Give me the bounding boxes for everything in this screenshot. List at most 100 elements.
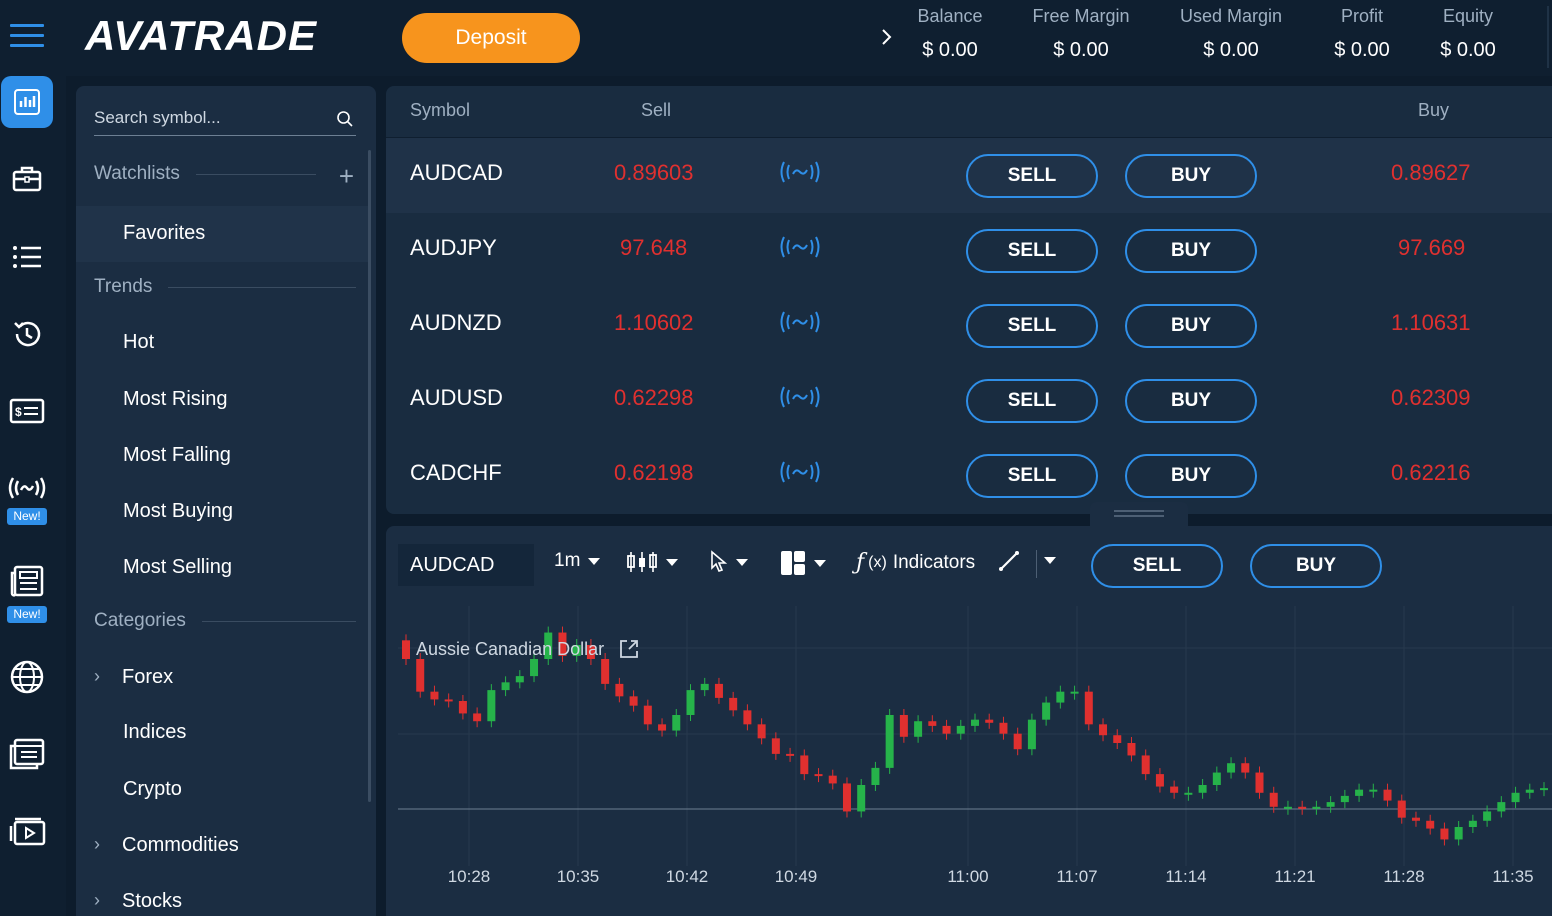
chevron-right-icon[interactable] <box>876 27 896 47</box>
profit-metric: Profit $ 0.00 <box>1326 6 1398 62</box>
list-icon[interactable] <box>0 230 54 284</box>
news-icon[interactable] <box>0 554 54 608</box>
video-icon[interactable] <box>0 805 54 859</box>
signal-icon[interactable] <box>779 385 821 409</box>
table-row[interactable]: AUDJPY 97.648 SELL BUY 97.669 <box>386 213 1552 288</box>
list-item-crypto[interactable]: Crypto <box>123 778 182 800</box>
equity-metric: Equity $ 0.00 <box>1432 6 1504 62</box>
chat-icon[interactable] <box>0 886 54 916</box>
indicators-button[interactable]: ƒ (x) Indicators <box>856 550 975 575</box>
sell-button[interactable]: SELL <box>966 304 1098 348</box>
buy-price: 0.89627 <box>1391 160 1471 185</box>
candle-body <box>1340 795 1349 803</box>
buy-button[interactable]: BUY <box>1125 304 1257 348</box>
sell-button[interactable]: SELL <box>966 379 1098 423</box>
chart-icon[interactable] <box>1 76 53 128</box>
list-item-hot[interactable]: Hot <box>123 331 155 353</box>
candle-body <box>1241 763 1250 773</box>
history-icon[interactable] <box>0 307 54 361</box>
table-row[interactable]: AUDUSD 0.62298 SELL BUY 0.62309 <box>386 363 1552 438</box>
candle-body <box>1540 788 1548 791</box>
candle-body <box>1170 786 1179 793</box>
candle-body <box>842 783 851 812</box>
list-item-stocks[interactable]: Stocks <box>122 890 183 912</box>
add-watchlist-icon[interactable]: + <box>338 161 354 191</box>
chevron-right-icon[interactable]: › <box>94 834 100 854</box>
candle-body <box>828 775 837 784</box>
sell-price: 0.62298 <box>614 385 694 410</box>
resize-handle[interactable] <box>1090 502 1188 526</box>
list-item-indices[interactable]: Indices <box>123 721 187 743</box>
buy-button[interactable]: BUY <box>1125 454 1257 498</box>
list-item-most-buying[interactable]: Most Buying <box>123 500 234 522</box>
chevron-right-icon[interactable]: › <box>94 666 100 686</box>
candle-body <box>1454 827 1463 840</box>
chart-sell-button[interactable]: SELL <box>1091 544 1223 588</box>
list-item-forex[interactable]: Forex <box>122 666 174 688</box>
list-item-most-falling[interactable]: Most Falling <box>123 444 231 466</box>
candle-body <box>1525 789 1534 793</box>
x-tick-label: 11:07 <box>1056 867 1097 886</box>
external-link-icon[interactable] <box>618 638 640 660</box>
used-margin-value: $ 0.00 <box>1203 39 1259 61</box>
search-input[interactable] <box>94 104 324 132</box>
layout-dropdown[interactable] <box>780 550 826 576</box>
buy-button[interactable]: BUY <box>1125 154 1257 198</box>
candle-body <box>1027 719 1036 750</box>
buy-button[interactable]: BUY <box>1125 379 1257 423</box>
buy-price: 0.62309 <box>1391 385 1471 410</box>
list-item-favorites[interactable]: Favorites <box>76 206 368 262</box>
signal-icon[interactable] <box>779 310 821 334</box>
column-symbol[interactable]: Symbol <box>410 100 471 120</box>
list-item-commodities[interactable]: Commodities <box>122 834 239 856</box>
panel-scrollbar[interactable] <box>368 150 371 802</box>
signal-icon[interactable] <box>779 160 821 184</box>
chart-type-dropdown[interactable] <box>626 550 678 574</box>
svg-text:$: $ <box>15 405 22 419</box>
column-sell[interactable]: Sell <box>641 100 672 120</box>
sell-button[interactable]: SELL <box>966 154 1098 198</box>
list-item-most-rising[interactable]: Most Rising <box>123 388 228 410</box>
sell-button[interactable]: SELL <box>966 454 1098 498</box>
deposit-button[interactable]: Deposit <box>402 13 580 63</box>
left-rail: $ New! New! <box>0 76 66 916</box>
drawing-tool-button[interactable] <box>998 550 1020 572</box>
sell-button[interactable]: SELL <box>966 229 1098 273</box>
browser-icon[interactable] <box>0 727 54 781</box>
signal-icon[interactable] <box>779 460 821 484</box>
chart-buy-button[interactable]: BUY <box>1250 544 1382 588</box>
candle-body <box>1397 800 1406 818</box>
table-row[interactable]: CADCHF 0.62198 SELL BUY 0.62216 <box>386 438 1552 513</box>
menu-icon[interactable] <box>10 24 44 50</box>
candlestick-chart[interactable]: 10:28 10:35 10:42 10:49 11:00 11:07 11:14 11:21… <box>398 606 1552 900</box>
drawing-tool-dropdown[interactable] <box>1038 557 1056 564</box>
ticket-icon[interactable]: $ <box>0 384 54 438</box>
price-chart[interactable]: 10:28 10:35 10:42 10:49 11:00 11:07 11:14 11:21… <box>398 606 1552 900</box>
candlestick-icon <box>627 552 657 572</box>
globe-icon[interactable] <box>0 650 54 704</box>
list-item-most-selling[interactable]: Most Selling <box>123 556 232 578</box>
indicators-label: Indicators <box>892 551 976 573</box>
candle-body <box>1511 792 1520 803</box>
briefcase-icon[interactable] <box>0 152 54 206</box>
table-row[interactable]: AUDNZD 1.10602 SELL BUY 1.10631 <box>386 288 1552 363</box>
candle-body <box>999 722 1008 734</box>
candle-body <box>814 774 823 777</box>
candle-body <box>1042 702 1051 720</box>
signal-icon[interactable] <box>0 461 54 515</box>
search-icon[interactable] <box>336 110 354 128</box>
interval-dropdown[interactable]: 1m <box>554 550 601 572</box>
brand-logo[interactable]: AVATRADE <box>85 12 317 59</box>
signal-icon[interactable] <box>779 235 821 259</box>
candle-body <box>643 705 652 725</box>
chevron-right-icon[interactable]: › <box>94 890 100 910</box>
cursor-dropdown[interactable] <box>710 550 748 574</box>
candle-body <box>1355 789 1364 796</box>
buy-button[interactable]: BUY <box>1125 229 1257 273</box>
candle-body <box>899 714 908 737</box>
symbol-cell: CADCHF <box>410 460 502 485</box>
column-buy[interactable]: Buy <box>1418 100 1450 120</box>
table-row[interactable]: AUDCAD 0.89603 SELL BUY 0.89627 <box>386 138 1552 213</box>
chart-symbol-input[interactable] <box>398 544 534 586</box>
candle-body <box>615 683 624 697</box>
